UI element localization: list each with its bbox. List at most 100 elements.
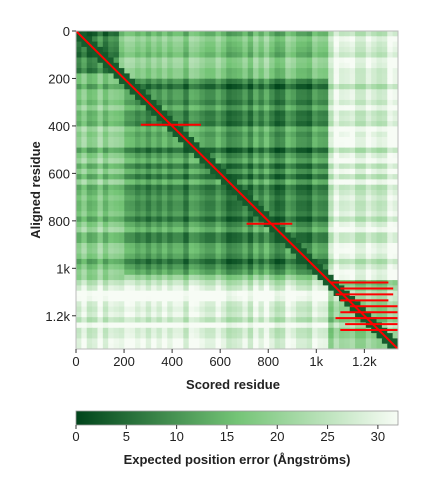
heatmap-cell [204,73,211,80]
heatmap-cell [108,333,115,339]
heatmap-cell [118,84,125,90]
heatmap-cell [220,78,227,85]
heatmap-cell [210,274,217,281]
heatmap-cell [328,137,335,143]
heatmap-cell [269,333,276,339]
heatmap-cell [371,306,378,313]
heatmap-cell [210,338,217,345]
heatmap-cell [237,306,243,313]
heatmap-cell [306,216,313,223]
heatmap-cell [226,200,233,207]
heatmap-cell [210,78,217,85]
heatmap-cell [360,221,367,228]
heatmap-cell [188,94,195,101]
heatmap-cell [118,301,125,308]
heatmap-cell [210,46,217,53]
heatmap-cell [135,301,141,308]
heatmap-cell [183,258,190,265]
heatmap-cell [333,137,340,143]
heatmap-cell [242,52,249,59]
heatmap-cell [140,36,147,43]
heatmap-cell [253,211,260,218]
heatmap-cell [296,105,302,112]
heatmap-cell [269,327,276,334]
heatmap-cell [231,269,238,276]
heatmap-cell [145,46,152,53]
heatmap-cell [258,221,265,228]
heatmap-cell [140,168,147,175]
heatmap-cell [290,237,297,244]
heatmap-cell [296,168,302,175]
heatmap-cell [92,174,99,180]
heatmap-cell [161,137,168,143]
heatmap-cell [285,94,292,101]
heatmap-cell [322,174,329,180]
heatmap-cell [365,89,372,96]
heatmap-cell [237,158,243,165]
heatmap-cell [124,121,131,127]
heatmap-cell [355,269,362,276]
heatmap-cell [344,168,351,175]
heatmap-cell [226,52,233,59]
heatmap-cell [161,31,168,37]
heatmap-cell [108,73,115,80]
heatmap-cell [322,57,329,64]
heatmap-cell [188,216,195,223]
heatmap-cell [269,68,276,74]
heatmap-cell [290,338,297,345]
heatmap-cell [167,285,174,292]
colorbar-tick-label: 25 [320,429,334,444]
heatmap-cell [333,258,340,265]
heatmap-cell [247,57,254,64]
heatmap-cell [135,31,141,37]
heatmap-cell [247,78,254,85]
heatmap-cell [108,301,115,308]
heatmap-cell [333,84,340,90]
heatmap-cell [355,184,362,191]
heatmap-cell [151,158,158,165]
heatmap-cell [355,31,362,37]
heatmap-cell [279,338,286,345]
heatmap-cell [151,126,158,133]
heatmap-cell [381,200,388,207]
heatmap-cell [172,152,179,159]
heatmap-cell [76,338,82,345]
heatmap-cell [263,62,270,69]
heatmap-cell [279,168,286,175]
heatmap-cell [258,248,265,255]
heatmap-cell [322,221,329,228]
heatmap-cell [247,216,254,223]
heatmap-cell [183,68,190,74]
heatmap-cell [279,121,286,127]
heatmap-cell [301,306,308,313]
heatmap-cell [231,290,238,297]
heatmap-cell [156,131,163,138]
heatmap-cell [387,152,394,159]
heatmap-cell [113,269,120,276]
heatmap-cell [210,285,217,292]
heatmap-cell [81,264,88,271]
heatmap-cell [317,62,324,69]
heatmap-cell [76,179,82,186]
heatmap-cell [365,152,372,159]
heatmap-cell [204,190,211,196]
heatmap-cell [86,31,93,37]
heatmap-cell [360,62,367,69]
heatmap-cell [371,41,378,48]
heatmap-cell [355,89,362,96]
heatmap-cell [156,243,163,249]
heatmap-cell [124,163,131,170]
heatmap-cell [242,36,249,43]
heatmap-cell [151,200,158,207]
heatmap-cell [145,152,152,159]
heatmap-cell [322,62,329,69]
heatmap-cell [167,322,174,329]
heatmap-cell [124,41,131,48]
heatmap-cell [145,211,152,218]
heatmap-cell [97,296,104,302]
heatmap-cell [269,115,276,122]
heatmap-cell [301,68,308,74]
heatmap-cell [151,68,158,74]
heatmap-cell [210,227,217,233]
heatmap-cell [360,46,367,53]
